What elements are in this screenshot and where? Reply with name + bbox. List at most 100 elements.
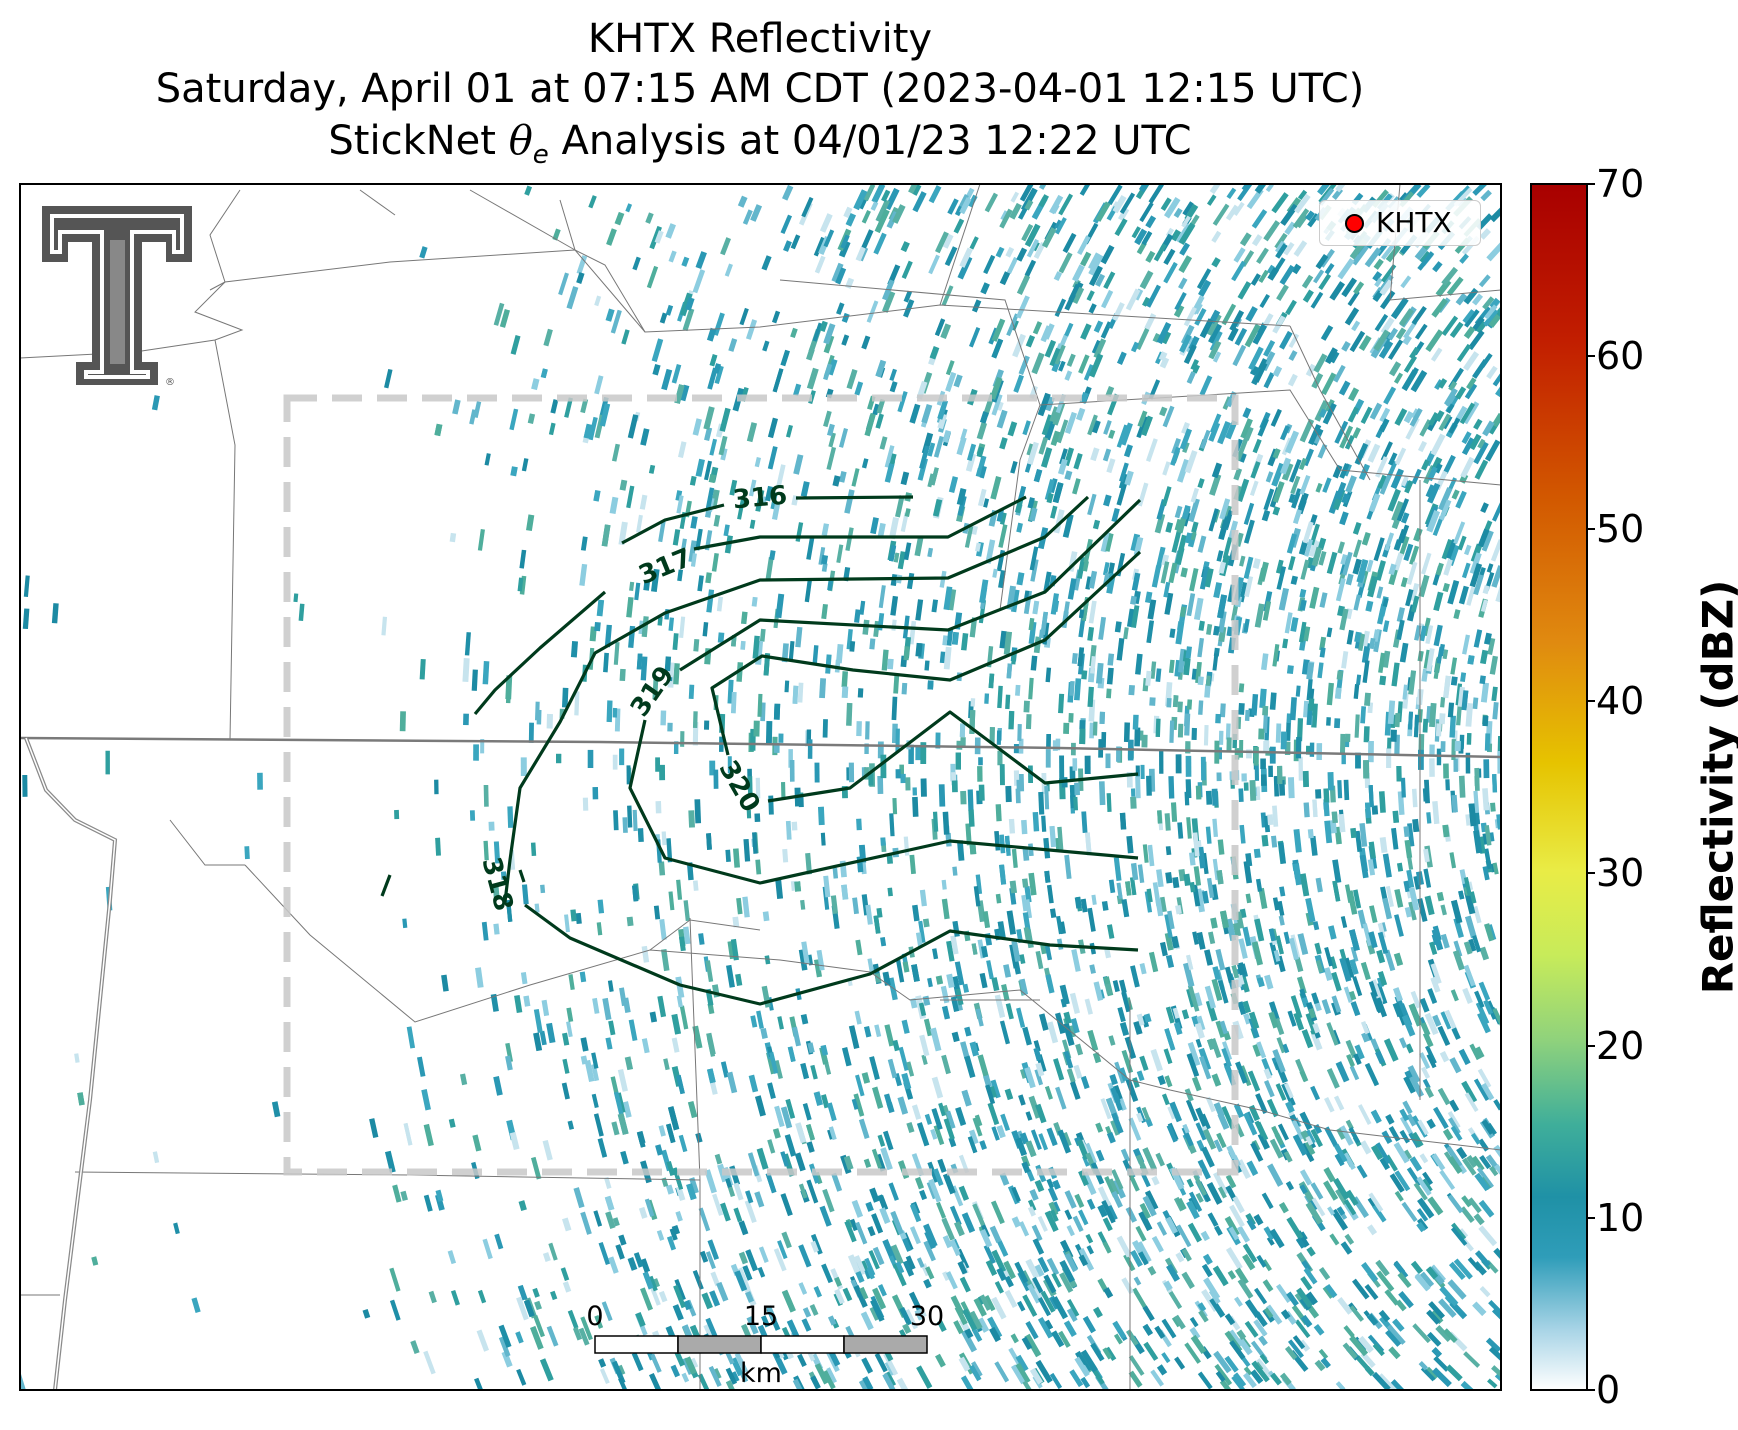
radar-pixel bbox=[1416, 1221, 1427, 1233]
radar-pixel bbox=[1057, 1129, 1072, 1154]
radar-pixel bbox=[1352, 427, 1361, 439]
radar-pixel bbox=[1343, 986, 1353, 1003]
radar-pixel bbox=[1492, 862, 1499, 875]
radar-pixel bbox=[613, 641, 620, 665]
radar-pixel bbox=[705, 572, 712, 584]
radar-pixel bbox=[1093, 981, 1104, 1001]
radar-pixel bbox=[788, 641, 795, 661]
radar-pixel bbox=[1352, 558, 1362, 575]
radar-pixel bbox=[658, 1290, 668, 1303]
radar-pixel bbox=[887, 887, 893, 897]
radar-pixel bbox=[1460, 1206, 1475, 1223]
radar-pixel bbox=[1320, 324, 1334, 341]
radar-pixel bbox=[1188, 498, 1200, 523]
radar-pixel bbox=[1015, 684, 1021, 696]
radar-pixel bbox=[770, 492, 778, 510]
radar-pixel bbox=[1024, 1066, 1036, 1089]
radar-pixel bbox=[618, 521, 628, 546]
radar-pixel bbox=[977, 488, 987, 507]
radar-pixel bbox=[593, 489, 601, 502]
radar-pixel bbox=[977, 1054, 990, 1079]
radar-pixel bbox=[562, 1058, 570, 1074]
radar-pixel bbox=[714, 365, 724, 385]
radar-pixel bbox=[906, 1061, 915, 1077]
radar-pixel bbox=[562, 1217, 572, 1232]
radar-pixel bbox=[834, 1288, 845, 1305]
radar-pixel bbox=[473, 744, 479, 761]
radar-pixel bbox=[1461, 562, 1471, 579]
radar-pixel bbox=[1263, 488, 1275, 511]
radar-pixel bbox=[1095, 201, 1111, 222]
radar-pixel bbox=[1484, 824, 1492, 846]
radar-pixel bbox=[1299, 1184, 1308, 1195]
radar-pixel bbox=[1067, 578, 1077, 600]
radar-pixel bbox=[1215, 713, 1222, 724]
radar-pixel bbox=[1116, 481, 1128, 506]
radar-pixel bbox=[1275, 723, 1282, 743]
radar-pixel bbox=[1373, 258, 1384, 270]
radar-pixel bbox=[1344, 1233, 1355, 1245]
radar-pixel bbox=[505, 1042, 514, 1063]
radar-pixel bbox=[1219, 1379, 1232, 1390]
radar-pixel bbox=[668, 617, 675, 631]
radar-pixel bbox=[1445, 779, 1450, 791]
radar-pixel bbox=[1252, 438, 1262, 454]
radar-pixel bbox=[1478, 981, 1491, 1001]
radar-pixel bbox=[1484, 439, 1501, 462]
radar-pixel bbox=[1171, 530, 1182, 553]
radar-pixel bbox=[1422, 1171, 1434, 1186]
radar-pixel bbox=[767, 1139, 776, 1154]
radar-pixel bbox=[709, 438, 718, 456]
radar-pixel bbox=[1197, 676, 1204, 686]
radar-pixel bbox=[679, 616, 686, 639]
radar-pixel bbox=[683, 900, 691, 922]
radar-pixel bbox=[604, 1176, 612, 1190]
radar-pixel bbox=[1185, 1099, 1199, 1122]
radar-pixel bbox=[1166, 1286, 1183, 1310]
radar-pixel bbox=[1324, 1126, 1339, 1148]
radar-pixel bbox=[1375, 997, 1388, 1018]
radar-pixel bbox=[384, 368, 393, 389]
radar-pixel bbox=[986, 960, 994, 980]
radar-pixel bbox=[1317, 662, 1324, 679]
radar-pixel bbox=[865, 721, 870, 740]
radar-pixel bbox=[812, 322, 823, 342]
radar-pixel bbox=[1008, 818, 1016, 834]
radar-pixel bbox=[1411, 305, 1427, 325]
radar-pixel bbox=[1221, 1041, 1233, 1061]
radar-pixel bbox=[1468, 329, 1485, 351]
radar-pixel bbox=[1171, 935, 1180, 949]
radar-pixel bbox=[919, 1189, 928, 1201]
radar-pixel bbox=[1494, 1373, 1501, 1382]
radar-pixel bbox=[1418, 574, 1430, 598]
radar-pixel bbox=[1105, 533, 1114, 552]
radar-pixel bbox=[641, 1038, 650, 1054]
radar-pixel bbox=[780, 349, 790, 367]
radar-pixel bbox=[849, 640, 856, 652]
radar-pixel bbox=[899, 1306, 912, 1326]
radar-pixel bbox=[750, 1015, 758, 1028]
radar-pixel bbox=[498, 1336, 511, 1357]
radar-pixel bbox=[1309, 742, 1315, 757]
radar-pixel bbox=[1146, 284, 1161, 308]
radar-pixel bbox=[1261, 1192, 1274, 1210]
radar-pixel bbox=[755, 489, 765, 512]
radar-pixel bbox=[720, 448, 728, 461]
radar-pixel bbox=[879, 436, 888, 450]
radar-pixel bbox=[1191, 727, 1197, 740]
radar-pixel bbox=[1037, 1317, 1054, 1339]
radar-pixel bbox=[678, 936, 686, 952]
radar-pixel bbox=[880, 1147, 893, 1171]
radar-pixel bbox=[870, 1299, 885, 1322]
radar-pixel bbox=[1410, 1260, 1424, 1275]
radar-pixel bbox=[1072, 1215, 1084, 1233]
radar-pixel bbox=[868, 1250, 880, 1270]
radar-pixel bbox=[1355, 1355, 1374, 1375]
radar-pixel bbox=[1313, 1123, 1323, 1135]
radar-pixel bbox=[1419, 997, 1430, 1013]
radar-pixel bbox=[1037, 1256, 1050, 1273]
radar-pixel bbox=[1236, 1329, 1247, 1341]
radar-pixel bbox=[1044, 785, 1050, 810]
radar-pixel bbox=[909, 1226, 921, 1245]
radar-pixel bbox=[1310, 1085, 1321, 1101]
